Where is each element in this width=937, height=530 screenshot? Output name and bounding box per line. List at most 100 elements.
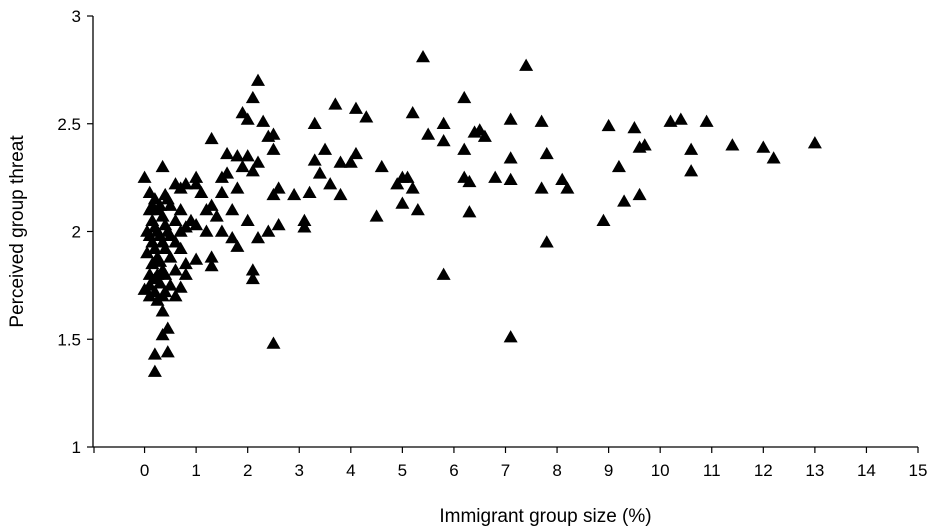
data-point-marker bbox=[632, 187, 647, 201]
data-point-marker bbox=[147, 241, 162, 254]
data-point-marker bbox=[307, 116, 322, 129]
data-point-marker bbox=[163, 198, 178, 211]
data-point-marker bbox=[168, 263, 183, 276]
data-point-marker bbox=[400, 170, 415, 183]
data-point-marker bbox=[163, 228, 178, 242]
data-point-marker bbox=[312, 166, 327, 179]
y-axis-title: Perceived group threat bbox=[7, 135, 28, 328]
data-point-marker bbox=[153, 254, 168, 267]
data-point-marker bbox=[230, 239, 245, 252]
data-point-marker bbox=[214, 185, 229, 198]
data-point-marker bbox=[245, 263, 260, 276]
data-point-marker bbox=[421, 127, 436, 140]
data-point-marker bbox=[348, 146, 363, 160]
x-tick-label: 5 bbox=[398, 461, 407, 480]
data-point-marker bbox=[369, 209, 384, 222]
y-tick-label: 3 bbox=[72, 7, 81, 26]
data-point-marker bbox=[627, 121, 642, 134]
x-tick-label: 10 bbox=[651, 461, 670, 480]
data-point-marker bbox=[555, 172, 570, 186]
data-point-marker bbox=[220, 166, 235, 179]
data-point-marker bbox=[673, 112, 688, 125]
data-point-marker bbox=[235, 159, 250, 173]
x-tick-label: 12 bbox=[754, 461, 773, 480]
x-tick-label: 8 bbox=[552, 461, 561, 480]
y-tick-label: 2 bbox=[72, 223, 81, 242]
data-point-marker bbox=[189, 252, 204, 265]
data-point-marker bbox=[725, 138, 740, 151]
data-point-marker bbox=[462, 205, 477, 218]
x-tick-label: 6 bbox=[449, 461, 458, 480]
data-point-marker bbox=[235, 105, 250, 119]
data-point-marker bbox=[323, 177, 338, 190]
data-point-marker bbox=[204, 131, 219, 145]
data-point-marker bbox=[374, 159, 389, 173]
x-axis-ticks: 0 1 2 3 4 5 6 7 8 9 10 11 12 13 14 15 bbox=[93, 447, 928, 480]
data-point-marker bbox=[153, 198, 168, 211]
data-point-marker bbox=[158, 241, 173, 254]
data-point-marker bbox=[204, 198, 219, 211]
data-point-marker bbox=[477, 129, 492, 142]
data-point-marker bbox=[807, 136, 822, 149]
data-point-marker bbox=[617, 194, 632, 207]
data-point-marker bbox=[178, 220, 193, 233]
y-tick-label: 1 bbox=[72, 438, 81, 457]
data-point-marker bbox=[240, 213, 255, 226]
data-point-marker bbox=[168, 235, 183, 248]
data-point-marker bbox=[266, 336, 281, 349]
x-tick-label: 15 bbox=[909, 461, 928, 480]
data-point-marker bbox=[142, 185, 157, 198]
data-point-marker bbox=[266, 142, 281, 155]
data-point-marker bbox=[204, 258, 219, 272]
data-point-marker bbox=[178, 267, 193, 280]
data-point-marker bbox=[168, 213, 183, 226]
data-point-marker bbox=[503, 151, 518, 164]
data-point-marker bbox=[140, 246, 155, 259]
y-axis-ticks: 1 1.5 2 2.5 3 bbox=[57, 7, 93, 457]
data-point-marker bbox=[225, 230, 240, 244]
data-point-marker bbox=[348, 101, 363, 114]
data-point-marker bbox=[462, 174, 477, 188]
data-point-marker bbox=[155, 327, 170, 341]
data-point-marker bbox=[160, 345, 175, 358]
data-point-marker bbox=[189, 170, 204, 183]
data-point-marker bbox=[611, 159, 626, 173]
data-point-marker bbox=[302, 185, 317, 198]
data-point-marker bbox=[158, 284, 173, 298]
data-point-marker bbox=[194, 185, 209, 198]
data-point-marker bbox=[519, 58, 534, 71]
data-point-marker bbox=[436, 116, 451, 129]
data-point-marker bbox=[230, 149, 245, 162]
data-point-marker bbox=[297, 220, 312, 233]
data-point-marker bbox=[261, 224, 276, 237]
data-point-marker bbox=[307, 153, 322, 166]
data-point-marker bbox=[147, 192, 162, 205]
data-point-marker bbox=[503, 172, 518, 186]
data-point-marker bbox=[405, 181, 420, 194]
data-point-marker bbox=[155, 159, 170, 173]
data-point-marker bbox=[684, 142, 699, 155]
data-point-marker bbox=[147, 364, 162, 377]
data-point-marker bbox=[503, 330, 518, 343]
data-point-marker bbox=[266, 127, 281, 140]
x-tick-label: 7 bbox=[501, 461, 510, 480]
data-point-marker bbox=[637, 138, 652, 151]
data-point-marker bbox=[178, 177, 193, 190]
data-point-marker bbox=[539, 146, 554, 160]
data-point-marker bbox=[328, 97, 343, 110]
data-point-marker bbox=[220, 146, 235, 160]
data-point-marker bbox=[405, 105, 420, 119]
x-tick-label: 1 bbox=[191, 461, 200, 480]
x-tick-label: 4 bbox=[346, 461, 355, 480]
data-point-marker bbox=[333, 155, 348, 168]
data-point-marker bbox=[534, 114, 549, 127]
x-tick-label: 14 bbox=[857, 461, 876, 480]
data-point-marker bbox=[766, 151, 781, 164]
data-point-marker bbox=[189, 177, 204, 190]
data-point-marker bbox=[318, 142, 333, 155]
data-point-marker bbox=[251, 230, 265, 244]
data-point-marker bbox=[684, 164, 699, 177]
data-point-marker bbox=[240, 149, 255, 162]
data-point-marker bbox=[472, 123, 487, 136]
